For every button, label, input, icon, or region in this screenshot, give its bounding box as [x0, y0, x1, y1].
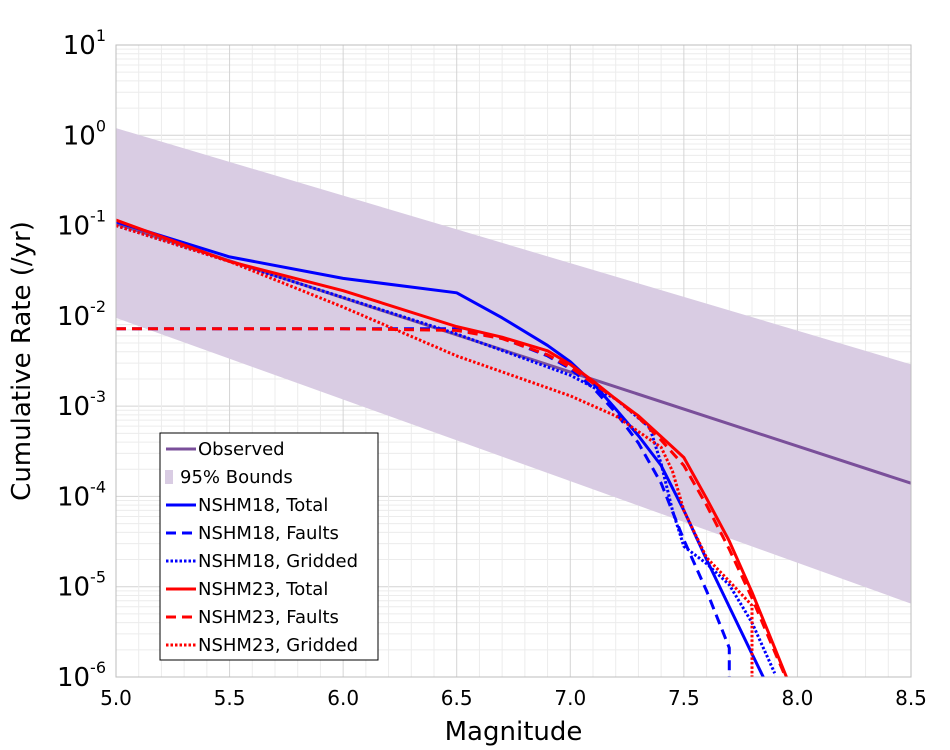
y-axis-title: Cumulative Rate (/yr): [7, 221, 37, 501]
y-tick-label: 10-3: [57, 387, 106, 422]
x-tick-label: 6.0: [327, 686, 359, 710]
x-tick-label: 6.5: [441, 686, 473, 710]
series-line-6: [116, 224, 754, 677]
legend-label: NSHM18, Faults: [198, 523, 339, 544]
legend-swatch-band: [165, 470, 173, 484]
x-tick-label: 8.0: [782, 686, 814, 710]
legend-label: NSHM18, Total: [198, 495, 328, 516]
x-tick-label: 7.0: [554, 686, 586, 710]
x-tick-label: 7.5: [668, 686, 700, 710]
y-axis-ticks: 10-6 10-5 10-4 10-3 10-2 10-1 100 101: [57, 26, 106, 693]
y-tick-label: 10-5: [57, 568, 106, 603]
x-tick-label: 8.5: [895, 686, 927, 710]
plot-frame: [115, 44, 912, 678]
band-layer: [116, 128, 911, 604]
y-tick-label: 100: [63, 116, 106, 151]
x-tick-label: 5.5: [214, 686, 246, 710]
legend-label: 95% Bounds: [180, 467, 293, 488]
y-tick-label: 10-4: [57, 477, 106, 512]
band-95-bounds: [116, 128, 911, 604]
y-tick-label: 10-2: [57, 297, 106, 332]
y-tick-label: 10-6: [57, 658, 106, 693]
y-tick-label: 101: [63, 26, 106, 61]
series-layer: [116, 218, 911, 677]
x-tick-label: 5.0: [100, 686, 132, 710]
legend-label: NSHM23, Faults: [198, 607, 339, 628]
legend-box: [159, 432, 379, 661]
legend-label: NSHM23, Gridded: [198, 635, 358, 656]
legend: Observed 95% Bounds NSHM18, Total NSHM18, F…: [159, 432, 379, 661]
x-axis-title: Magnitude: [445, 717, 583, 747]
series-line-1: [116, 220, 765, 677]
x-axis-ticks: 5.0 5.5 6.0 6.5 7.0 7.5 8.0 8.5: [100, 686, 927, 710]
series-line-5: [116, 327, 788, 677]
legend-label: Observed: [198, 439, 285, 460]
y-tick-label: 10-1: [57, 207, 106, 242]
legend-label: NSHM18, Gridded: [198, 551, 358, 572]
legend-label: NSHM23, Total: [198, 579, 328, 600]
series-line-3: [116, 224, 777, 674]
